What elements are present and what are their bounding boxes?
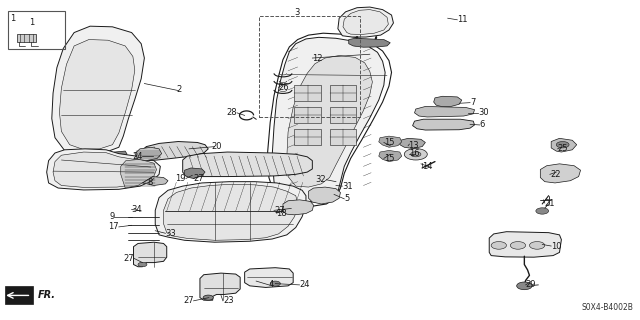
Circle shape [138, 262, 147, 267]
Text: FR.: FR. [38, 291, 56, 300]
Text: 1: 1 [29, 19, 35, 28]
Polygon shape [272, 37, 385, 202]
Text: 13: 13 [408, 141, 419, 150]
Text: 8: 8 [148, 179, 153, 188]
Polygon shape [200, 273, 240, 300]
Text: 33: 33 [166, 229, 176, 238]
Text: 20: 20 [211, 142, 222, 151]
Text: 22: 22 [550, 170, 561, 179]
Text: 14: 14 [422, 162, 433, 171]
Polygon shape [294, 129, 321, 145]
Text: 5: 5 [344, 194, 349, 204]
Text: 16: 16 [410, 149, 420, 158]
Text: 24: 24 [132, 152, 143, 161]
Polygon shape [53, 152, 154, 188]
Polygon shape [244, 268, 293, 287]
Polygon shape [413, 119, 474, 130]
Text: 32: 32 [316, 175, 326, 184]
Text: 6: 6 [479, 120, 485, 130]
Circle shape [516, 282, 532, 290]
Text: 17: 17 [108, 222, 119, 231]
Polygon shape [330, 107, 356, 123]
Polygon shape [60, 40, 135, 149]
Text: 15: 15 [384, 154, 394, 163]
Text: 1: 1 [10, 14, 15, 23]
Text: 21: 21 [545, 198, 556, 207]
Text: 15: 15 [384, 138, 394, 147]
Polygon shape [294, 85, 321, 101]
Polygon shape [551, 138, 577, 152]
Polygon shape [143, 177, 168, 186]
Polygon shape [379, 150, 402, 162]
Polygon shape [330, 129, 356, 145]
Text: 34: 34 [132, 205, 142, 214]
Polygon shape [121, 159, 157, 188]
Polygon shape [338, 7, 394, 37]
Text: 9: 9 [109, 212, 115, 221]
Polygon shape [415, 107, 474, 117]
Polygon shape [343, 10, 388, 35]
Text: 18: 18 [276, 209, 287, 218]
Polygon shape [283, 200, 314, 215]
Polygon shape [182, 152, 312, 177]
Text: S0X4-B4002B: S0X4-B4002B [581, 303, 633, 312]
Text: 30: 30 [478, 108, 489, 117]
Circle shape [536, 208, 548, 214]
Text: 27: 27 [193, 174, 204, 183]
Text: 19: 19 [175, 174, 186, 183]
Circle shape [556, 141, 569, 148]
Text: 27: 27 [123, 254, 134, 263]
Text: 4: 4 [269, 280, 274, 289]
Text: 3: 3 [294, 8, 300, 17]
Polygon shape [349, 38, 390, 47]
Polygon shape [52, 26, 145, 153]
Circle shape [510, 242, 525, 249]
Bar [259, 16, 360, 117]
Text: 24: 24 [300, 280, 310, 289]
Text: 23: 23 [223, 296, 234, 305]
Polygon shape [540, 164, 580, 183]
Polygon shape [4, 286, 33, 304]
Polygon shape [287, 55, 372, 187]
Polygon shape [156, 182, 306, 242]
Bar [8, 11, 65, 49]
Polygon shape [434, 96, 462, 107]
Circle shape [270, 281, 280, 286]
Polygon shape [47, 149, 161, 190]
Circle shape [203, 295, 213, 300]
Text: 12: 12 [312, 53, 323, 62]
Text: 31: 31 [342, 182, 353, 191]
Polygon shape [330, 85, 356, 101]
Text: 29: 29 [525, 280, 536, 289]
Polygon shape [184, 168, 205, 179]
Text: 2: 2 [176, 85, 182, 94]
Polygon shape [141, 141, 208, 161]
Polygon shape [164, 184, 298, 240]
Polygon shape [400, 138, 426, 148]
Polygon shape [294, 107, 321, 123]
Polygon shape [379, 136, 402, 147]
Text: 27: 27 [183, 296, 193, 305]
Polygon shape [134, 242, 167, 267]
Polygon shape [489, 232, 561, 257]
Text: 28: 28 [227, 108, 237, 117]
Text: 25: 25 [557, 144, 568, 153]
Polygon shape [111, 151, 127, 157]
Text: 10: 10 [551, 242, 562, 251]
Polygon shape [308, 187, 340, 204]
Circle shape [529, 242, 545, 249]
Polygon shape [135, 147, 162, 161]
Text: 11: 11 [458, 15, 468, 24]
Text: 26: 26 [278, 83, 289, 92]
Polygon shape [17, 34, 36, 42]
Circle shape [491, 242, 506, 249]
Text: 7: 7 [470, 98, 476, 107]
Text: 27: 27 [274, 206, 285, 215]
Circle shape [404, 148, 428, 160]
Circle shape [411, 152, 421, 157]
